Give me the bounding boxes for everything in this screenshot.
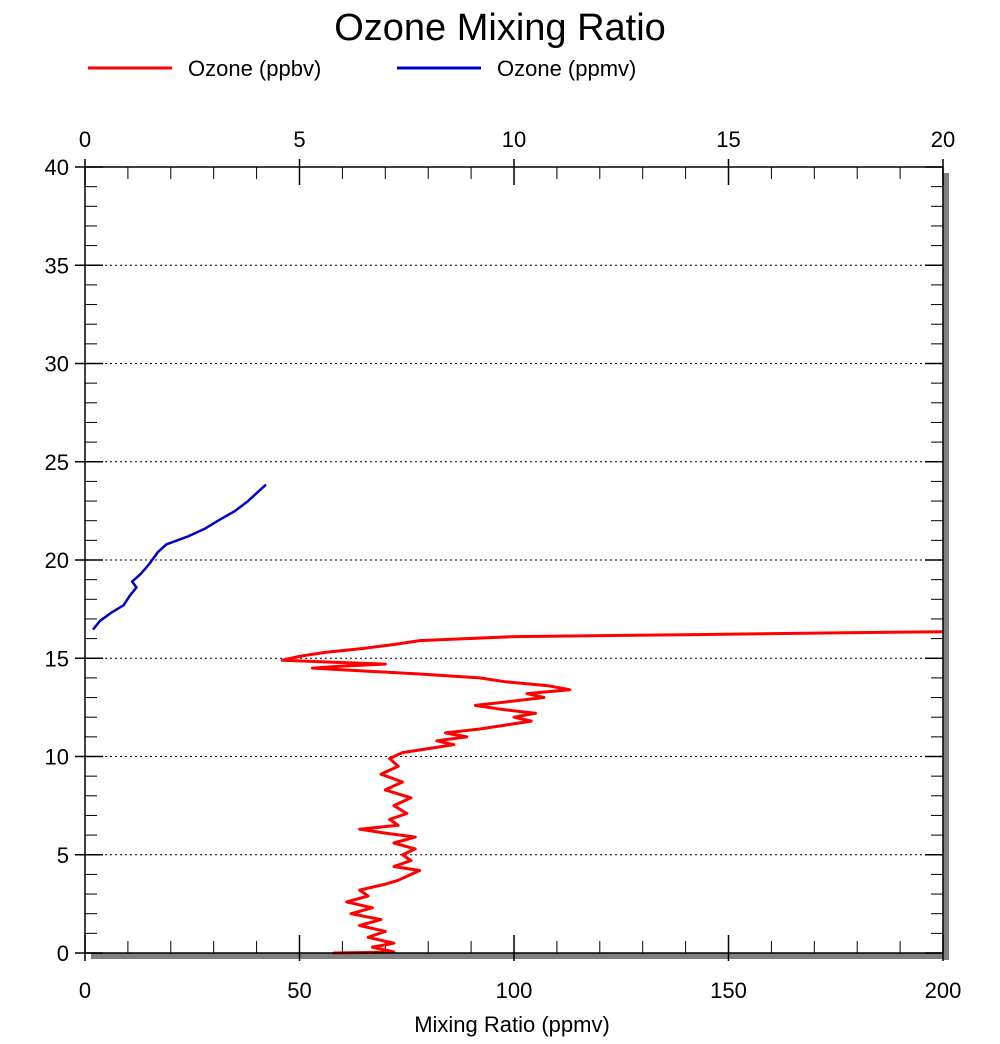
frame-shadow-bottom (91, 953, 949, 959)
y-tick-label: 15 (45, 646, 69, 671)
x-bottom-tick-label: 200 (925, 978, 962, 1003)
chart-title: Ozone Mixing Ratio (334, 7, 666, 49)
y-tick-label: 5 (57, 843, 69, 868)
x-axis-title: Mixing Ratio (ppmv) (414, 1012, 610, 1037)
y-tick-label: 40 (45, 155, 69, 180)
x-top-tick-label: 20 (931, 127, 955, 152)
legend: Ozone (ppbv) Ozone (ppmv) (88, 56, 636, 81)
plot-frame (84, 166, 944, 954)
y-tick-label: 25 (45, 450, 69, 475)
plot-background (85, 167, 943, 953)
series-line-ozone-ppmv (92, 484, 267, 631)
x-bottom-tick-label: 150 (710, 978, 747, 1003)
plot-area: 0 5 10 15 20 25 30 35 40 0 50 100 150 200 0 5 10 15 20 (45, 127, 962, 1003)
x-top-tick-label: 10 (502, 127, 526, 152)
y-tick-label: 35 (45, 253, 69, 278)
x-bottom-tick-label: 100 (496, 978, 533, 1003)
x-bottom-tick-label: 50 (287, 978, 311, 1003)
x-top-tick-label: 15 (716, 127, 740, 152)
legend-label-ozone-ppbv: Ozone (ppbv) (188, 56, 321, 81)
x-top-tick-label: 5 (293, 127, 305, 152)
series-line-ozone-ppbv (280, 630, 945, 955)
y-tick-label: 0 (57, 941, 69, 966)
legend-label-ozone-ppmv: Ozone (ppmv) (497, 56, 636, 81)
x-top-tick-label: 0 (79, 127, 91, 152)
frame-shadow-right (943, 173, 949, 960)
y-tick-label: 20 (45, 548, 69, 573)
y-tick-label: 10 (45, 745, 69, 770)
x-bottom-tick-label: 0 (79, 978, 91, 1003)
y-tick-label: 30 (45, 352, 69, 377)
